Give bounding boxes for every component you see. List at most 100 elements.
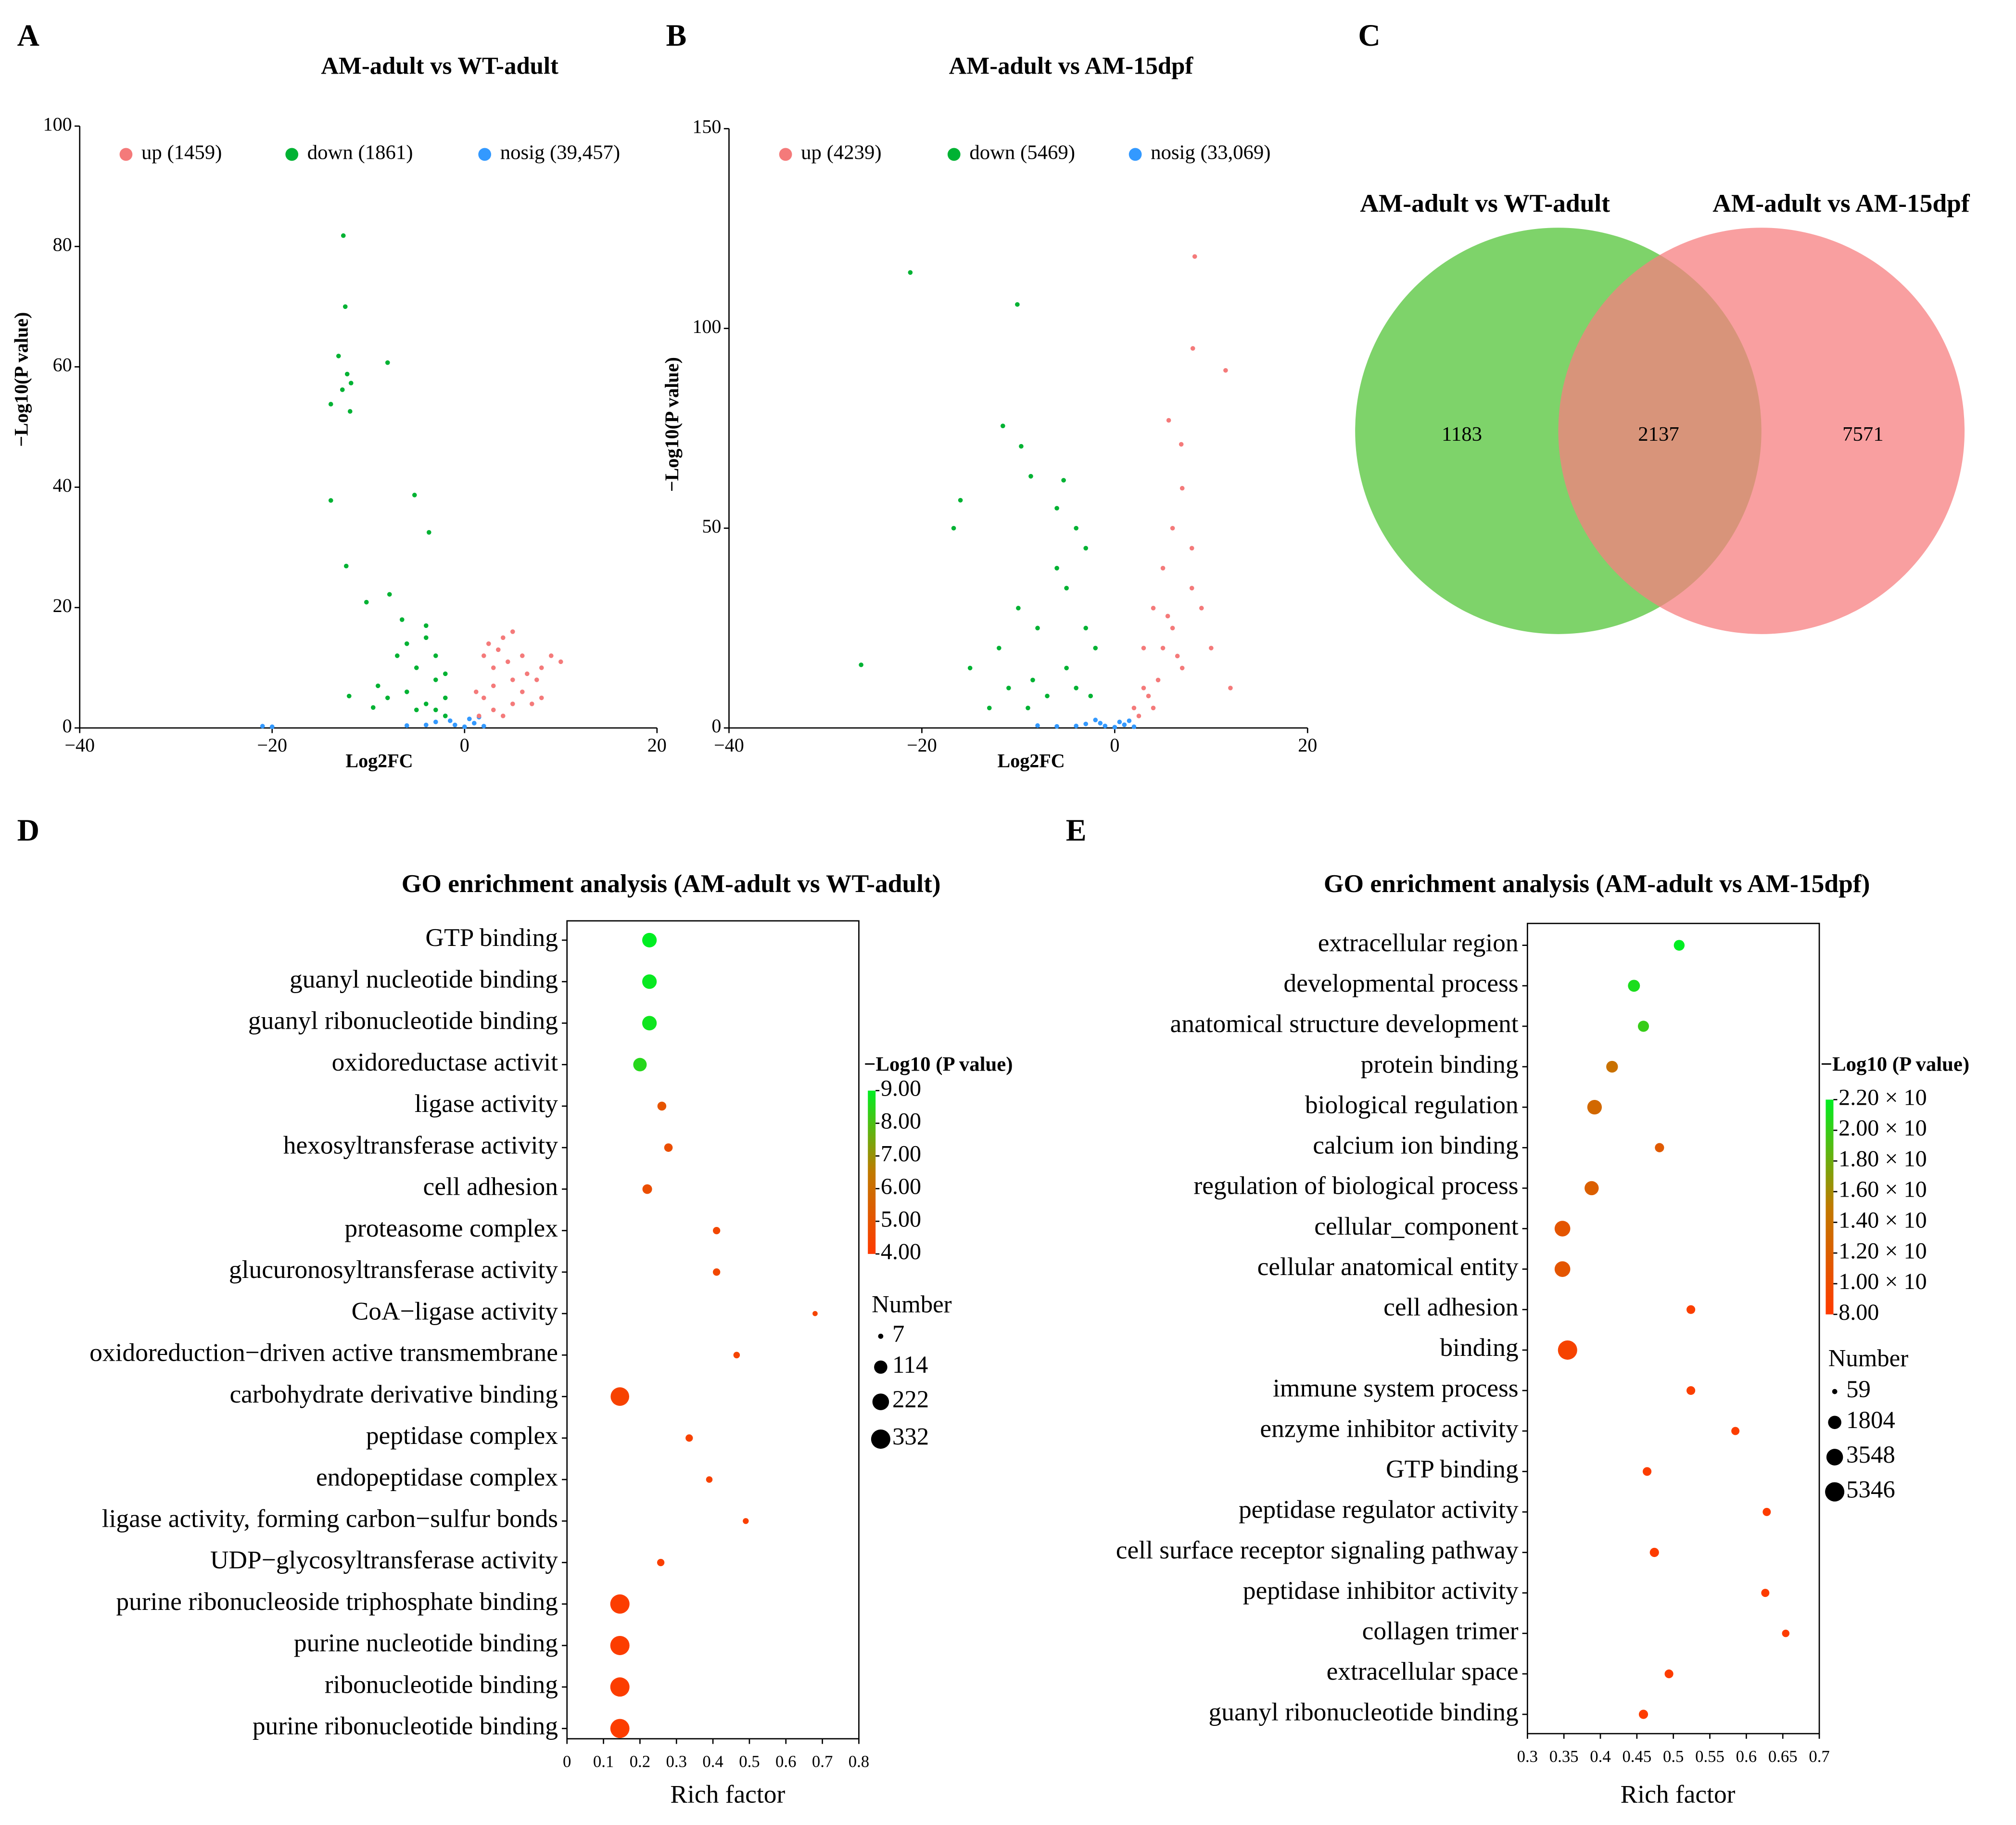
- point: [387, 592, 392, 597]
- point: [505, 659, 510, 664]
- category-label: developmental process: [1283, 969, 1518, 997]
- point: [951, 525, 956, 531]
- point: [1028, 474, 1033, 479]
- point: [370, 705, 376, 710]
- point: [539, 695, 544, 701]
- colorbar-tick-label: 1.20 × 10: [1838, 1238, 1927, 1263]
- colorbar: [1826, 1099, 1834, 1315]
- colorbar: [868, 1090, 876, 1254]
- dot: [657, 1101, 667, 1111]
- dot: [610, 1719, 630, 1738]
- x-tick-label: 0.5: [739, 1752, 760, 1771]
- point: [548, 653, 554, 658]
- legend-swatch: [119, 148, 133, 161]
- size-legend-dot: [878, 1333, 884, 1339]
- category-label: guanyl ribonucleotide binding: [1209, 1697, 1519, 1726]
- point: [1112, 725, 1117, 730]
- point: [1093, 646, 1098, 651]
- point: [1170, 525, 1175, 531]
- point: [1083, 625, 1089, 631]
- point: [529, 702, 534, 706]
- chart-title: GO enrichment analysis (AM-adult vs AM-1…: [1324, 869, 1870, 898]
- legend-swatch: [947, 148, 961, 161]
- point: [341, 233, 346, 238]
- point: [269, 724, 275, 729]
- point: [524, 671, 530, 676]
- point: [1054, 724, 1059, 729]
- dot: [1686, 1386, 1696, 1395]
- x-axis-label: Rich factor: [1621, 1779, 1736, 1808]
- point: [1035, 723, 1040, 728]
- category-label: anatomical structure development: [1170, 1009, 1519, 1038]
- legend-label: up (4239): [801, 141, 881, 164]
- legend-swatch: [1128, 148, 1142, 161]
- point: [1117, 719, 1122, 725]
- category-label: binding: [1440, 1333, 1518, 1362]
- point: [336, 354, 341, 358]
- point: [364, 600, 369, 605]
- x-tick-label: 0.4: [1590, 1747, 1610, 1766]
- size-legend-dot: [1828, 1416, 1841, 1429]
- x-tick-label: 0.55: [1695, 1747, 1724, 1766]
- dot: [1628, 980, 1640, 992]
- category-label: GTP binding: [425, 923, 558, 952]
- x-axis-label: Log2FC: [997, 750, 1065, 771]
- point: [1223, 368, 1228, 373]
- point: [1192, 254, 1197, 259]
- point: [987, 705, 992, 711]
- point: [1061, 478, 1066, 483]
- point: [1189, 586, 1194, 591]
- point: [347, 409, 353, 414]
- dot: [1649, 1547, 1659, 1557]
- dot: [713, 1226, 721, 1235]
- dot: [812, 1311, 818, 1316]
- y-tick-label: 0: [711, 715, 721, 737]
- panel-label: B: [666, 18, 687, 52]
- x-axis-label: Rich factor: [670, 1779, 785, 1808]
- size-legend-dot: [1825, 1482, 1845, 1502]
- point: [399, 617, 405, 622]
- y-tick-label: 40: [53, 474, 72, 496]
- point: [328, 498, 333, 503]
- dot: [743, 1518, 749, 1524]
- point: [1045, 693, 1050, 699]
- point: [958, 498, 963, 503]
- panel-label: C: [1358, 18, 1380, 52]
- category-label: guanyl nucleotide binding: [290, 964, 558, 993]
- point: [473, 689, 479, 694]
- category-label: protein binding: [1361, 1049, 1519, 1078]
- point: [510, 629, 515, 634]
- point: [433, 719, 438, 725]
- point: [967, 665, 973, 671]
- point: [996, 646, 1002, 651]
- size-legend-dot: [874, 1360, 888, 1374]
- category-label: UDP−glycosyltransferase activity: [210, 1545, 558, 1574]
- chart-title: AM-adult vs AM-15dpf: [949, 52, 1194, 79]
- point: [452, 722, 457, 727]
- x-tick-label: 0.3: [666, 1752, 687, 1771]
- dot: [633, 1058, 647, 1072]
- point: [414, 707, 419, 713]
- category-label: cellular anatomical entity: [1257, 1252, 1519, 1281]
- venn-count: 2137: [1638, 423, 1679, 446]
- dot: [642, 974, 657, 989]
- category-label: ligase activity, forming carbon−sulfur b…: [102, 1504, 558, 1533]
- point: [344, 371, 350, 377]
- point: [433, 677, 438, 682]
- point: [462, 724, 467, 729]
- x-tick-label: 20: [1298, 734, 1317, 756]
- panel-label: A: [17, 18, 39, 52]
- dot: [642, 1184, 652, 1194]
- point: [1088, 693, 1093, 699]
- colorbar-tick-label: 2.20 × 10: [1838, 1085, 1927, 1110]
- point: [433, 653, 438, 658]
- colorbar-tick-label: 4.00: [881, 1239, 921, 1264]
- point: [534, 677, 539, 682]
- point: [1127, 718, 1132, 723]
- legend-swatch: [478, 148, 492, 161]
- colorbar-title: −Log10 (P value): [864, 1053, 1013, 1076]
- y-tick-label: 150: [692, 116, 721, 138]
- x-tick-label: 0: [460, 734, 469, 756]
- colorbar-tick-label: 5.00: [881, 1206, 921, 1232]
- size-legend-label: 114: [892, 1351, 928, 1378]
